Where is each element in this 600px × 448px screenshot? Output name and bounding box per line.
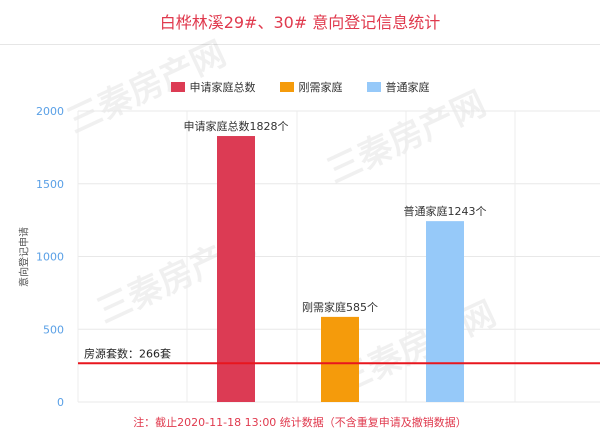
- legend-swatch-rigid: [279, 82, 294, 92]
- title-divider: [0, 44, 600, 45]
- legend-label-total: 申请家庭总数: [189, 81, 256, 94]
- y-tick-label: 500: [43, 323, 64, 336]
- bar-data-label: 申请家庭总数1828个: [184, 119, 289, 133]
- bar-data-label: 普通家庭1243个: [404, 204, 487, 218]
- y-tick-label: 0: [57, 396, 64, 409]
- legend-label-ordinary: 普通家庭: [385, 81, 430, 94]
- legend-item-total[interactable]: 申请家庭总数: [170, 79, 256, 95]
- legend-swatch-total: [170, 82, 185, 92]
- y-tick-label: 2000: [36, 105, 64, 118]
- legend-item-ordinary[interactable]: 普通家庭: [366, 79, 430, 95]
- footnote: 注：截止2020-11-18 13:00 统计数据（不含重复申请及撤销数据）: [133, 416, 467, 429]
- chart-legend: 申请家庭总数 刚需家庭 普通家庭: [0, 79, 600, 95]
- bar-2: [426, 221, 464, 402]
- chart-title: 白桦林溪29#、30# 意向登记信息统计: [159, 13, 441, 32]
- y-tick-label: 1500: [36, 178, 64, 191]
- reference-line-label: 房源套数：266套: [84, 346, 171, 360]
- y-tick-label: 1000: [36, 251, 64, 264]
- bar-1: [321, 316, 359, 402]
- bar-data-label: 刚需家庭585个: [302, 300, 378, 314]
- legend-item-rigid[interactable]: 刚需家庭: [279, 79, 343, 95]
- bar-0: [217, 136, 255, 402]
- legend-label-rigid: 刚需家庭: [298, 81, 343, 94]
- legend-swatch-ordinary: [366, 82, 381, 92]
